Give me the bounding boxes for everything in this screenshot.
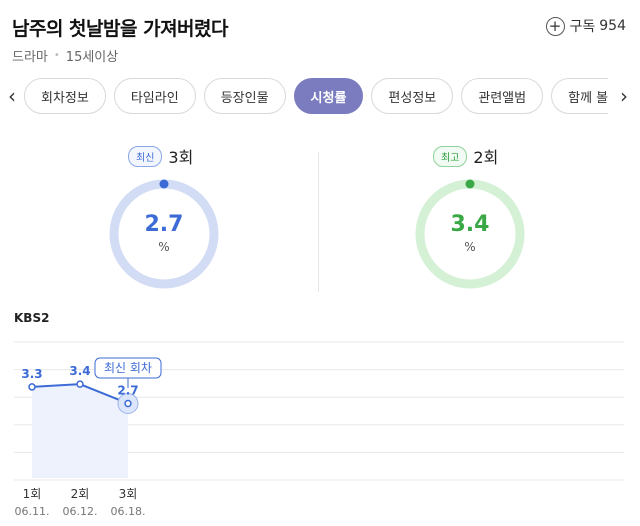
- data-point: [76, 380, 84, 388]
- separator-dot-icon: •: [53, 50, 60, 61]
- subscribe-label: 구독: [569, 19, 596, 35]
- chevron-left-icon[interactable]: ‹: [8, 84, 16, 108]
- x-tick-label: 2회: [71, 487, 90, 501]
- program-meta: 드라마 • 15세이상: [12, 46, 118, 65]
- rating-gauges: 최신 3회 2.7 % 최고 2회 3.4 %: [0, 132, 640, 292]
- tab-bar: ‹ 회차정보 타임라인 등장인물 시청률 편성정보 관련앨범 함께 볼만한 ›: [0, 74, 640, 118]
- latest-callout-label: 최신 회차: [104, 361, 152, 375]
- age-rating-label: 15세이상: [65, 50, 119, 65]
- latest-gauge-marker: [159, 179, 169, 189]
- tab-schedule[interactable]: 편성정보: [371, 78, 454, 114]
- subscribe-button[interactable]: + 구독 954: [545, 16, 626, 36]
- rating-area-fill: [32, 384, 128, 478]
- data-point: [124, 399, 132, 408]
- latest-rating-unit: %: [158, 240, 170, 254]
- highest-rating-unit: %: [464, 240, 476, 254]
- latest-badge: 최신: [128, 145, 163, 167]
- tab-recommended[interactable]: 함께 볼만한: [551, 78, 608, 114]
- tab-timeline[interactable]: 타임라인: [113, 78, 196, 114]
- x-date-label: 06.12.: [63, 505, 98, 518]
- highest-badge: 최고: [433, 145, 468, 167]
- tab-characters[interactable]: 등장인물: [203, 78, 286, 114]
- channel-label: KBS2: [14, 311, 50, 325]
- x-tick-label: 3회: [119, 487, 138, 501]
- program-title: 남주의 첫날밤을 가져버렸다: [12, 18, 229, 40]
- data-point: [28, 383, 36, 391]
- plus-icon: +: [545, 16, 565, 36]
- tab-list: 회차정보 타임라인 등장인물 시청률 편성정보 관련앨범 함께 볼만한: [24, 74, 608, 118]
- rating-chart: KBS2 최신 회차 3.3 1회 06.11. 3.4 2회 06.12. 2.7 3회 06.…: [0, 300, 640, 526]
- highest-episode: 2회: [473, 148, 499, 167]
- latest-rating-gauge: 2.7 %: [108, 178, 220, 290]
- x-tick-label: 1회: [23, 487, 42, 501]
- tab-ratings[interactable]: 시청률: [293, 78, 364, 114]
- latest-episode: 3회: [168, 148, 194, 167]
- data-value-label: 2.7: [117, 383, 138, 397]
- highest-gauge-marker: [465, 179, 475, 189]
- latest-rating-value: 2.7: [144, 212, 184, 237]
- x-date-label: 06.18.: [111, 505, 146, 518]
- highest-rating-gauge: 3.4 %: [414, 178, 526, 290]
- subscribe-count: 954: [599, 18, 626, 34]
- tab-episode-info[interactable]: 회차정보: [24, 78, 106, 114]
- data-value-label: 3.4: [69, 364, 90, 378]
- x-date-label: 06.11.: [15, 505, 50, 518]
- highest-episode-label: 최고 2회: [433, 144, 498, 168]
- latest-episode-label: 최신 3회: [128, 144, 193, 168]
- chevron-right-icon[interactable]: ›: [620, 84, 628, 108]
- genre-label: 드라마: [12, 50, 48, 65]
- tab-albums[interactable]: 관련앨범: [461, 78, 544, 114]
- rating-line-chart: 최신 회차 3.3 1회 06.11. 3.4 2회 06.12. 2.7 3회 06.18.: [14, 341, 624, 518]
- gauge-divider: [318, 152, 319, 292]
- program-header: 남주의 첫날밤을 가져버렸다 드라마 • 15세이상 + 구독 954: [0, 0, 640, 76]
- highest-rating-value: 3.4: [450, 212, 490, 237]
- data-value-label: 3.3: [21, 367, 42, 381]
